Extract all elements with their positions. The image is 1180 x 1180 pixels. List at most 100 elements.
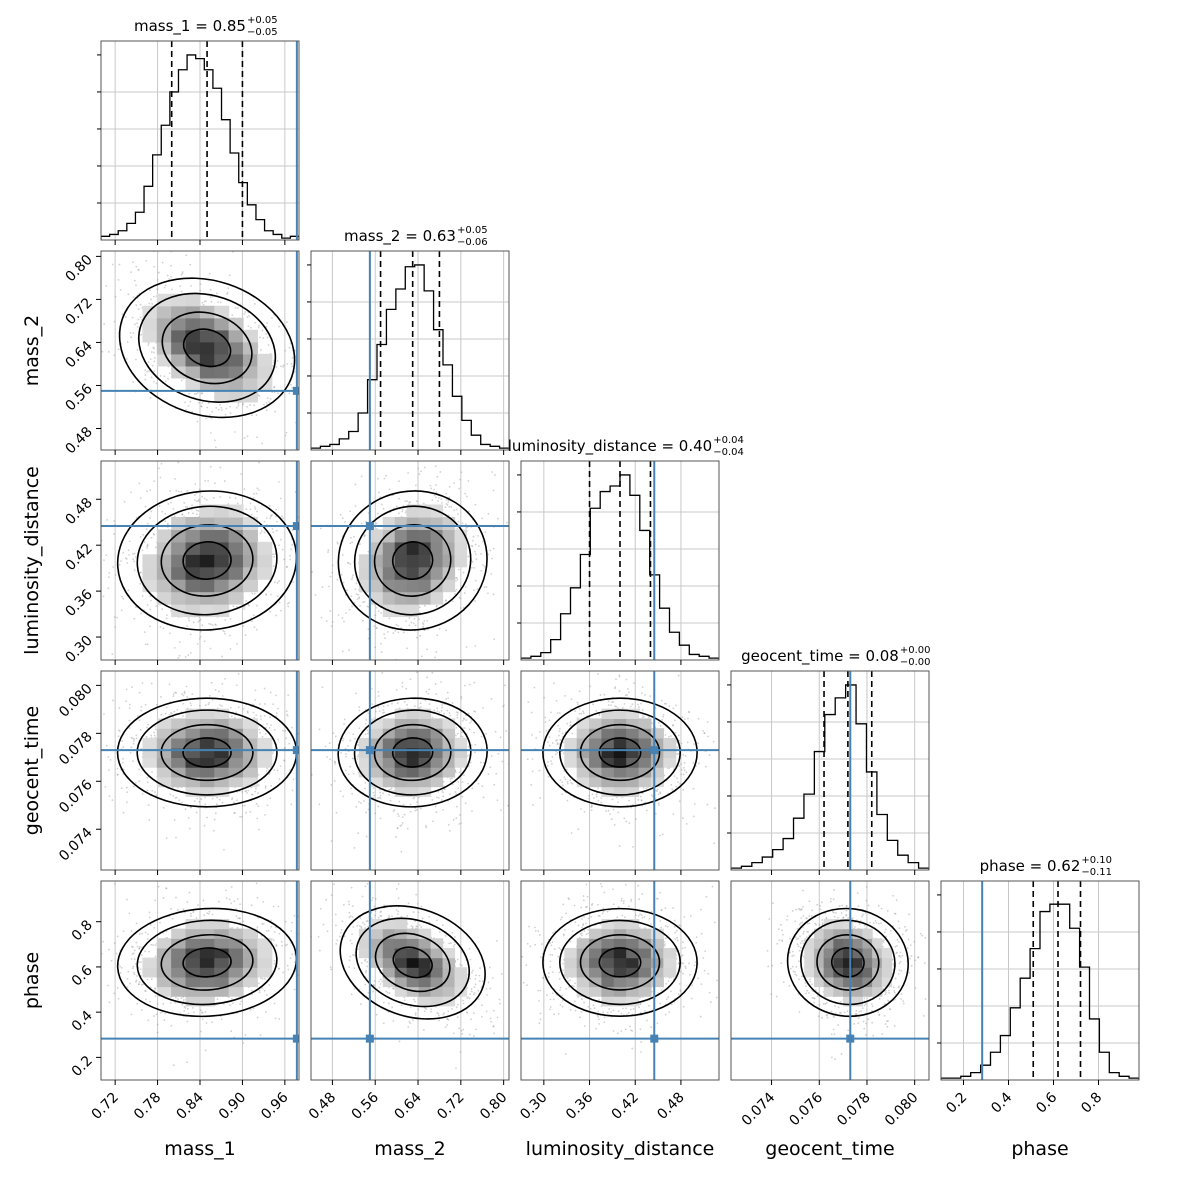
sample-point xyxy=(398,497,400,500)
truth-marker xyxy=(365,522,374,531)
density-cell xyxy=(418,718,432,729)
sample-point xyxy=(383,711,386,714)
sample-point xyxy=(465,646,468,648)
contour-line-1 xyxy=(391,541,434,580)
sample-point xyxy=(301,403,303,405)
sample-point xyxy=(349,563,352,566)
density-cell xyxy=(214,365,230,379)
density-cell xyxy=(171,341,187,355)
sample-point xyxy=(465,527,468,529)
sample-point xyxy=(135,737,138,740)
sample-point xyxy=(356,598,359,601)
sample-point xyxy=(483,565,486,568)
contour-line-2 xyxy=(161,311,253,385)
sample-point xyxy=(161,608,164,611)
sample-point xyxy=(200,405,203,408)
sample-point xyxy=(330,784,333,786)
sample-point xyxy=(490,697,493,700)
sample-point xyxy=(215,453,217,455)
density-cell xyxy=(199,353,215,367)
sample-point xyxy=(448,505,451,508)
sample-point xyxy=(264,593,267,596)
sample-point xyxy=(189,702,192,705)
sample-point xyxy=(427,692,430,695)
sample-point xyxy=(155,794,158,797)
sample-point xyxy=(128,707,131,710)
sample-point xyxy=(401,510,404,513)
sample-point xyxy=(496,799,499,802)
sample-point xyxy=(455,793,458,796)
sample-point xyxy=(415,809,418,811)
density-cell xyxy=(242,341,258,355)
density-cell xyxy=(394,747,408,758)
sample-point xyxy=(447,501,450,504)
density-cell xyxy=(430,767,444,778)
sample-point xyxy=(304,572,306,574)
density-cell xyxy=(228,529,244,543)
sample-point xyxy=(458,487,461,490)
sample-point xyxy=(395,505,398,508)
density-cell xyxy=(228,353,244,367)
density-cell xyxy=(257,554,273,568)
sample-point xyxy=(234,497,237,500)
sample-point xyxy=(233,431,236,433)
sample-point xyxy=(364,733,367,736)
density-cell xyxy=(228,747,244,758)
sample-point xyxy=(138,482,141,485)
density-cell xyxy=(156,591,172,605)
sample-point xyxy=(246,405,248,408)
sample-point xyxy=(207,402,210,404)
density-cell xyxy=(228,504,244,518)
sample-point xyxy=(138,719,141,722)
sample-point xyxy=(313,360,315,362)
density-cell xyxy=(156,341,172,355)
sample-point xyxy=(406,703,408,706)
sample-point xyxy=(129,331,132,334)
sample-point xyxy=(357,743,360,746)
sample-point xyxy=(232,605,235,608)
sample-point xyxy=(172,795,175,797)
sample-point xyxy=(165,837,168,840)
sample-point xyxy=(153,351,155,354)
sample-point xyxy=(414,624,417,627)
sample-point xyxy=(441,501,443,504)
sample-point xyxy=(435,491,438,494)
sample-point xyxy=(309,741,311,743)
sample-point xyxy=(353,535,355,538)
sample-point xyxy=(448,496,451,499)
sample-point xyxy=(182,694,185,697)
sample-point xyxy=(125,688,128,691)
sample-point xyxy=(389,788,392,791)
contour-line-4 xyxy=(118,277,296,419)
sample-point xyxy=(96,784,98,786)
sample-point xyxy=(221,655,223,658)
sample-point xyxy=(260,530,263,532)
sample-point xyxy=(436,710,439,713)
density-cell xyxy=(418,767,432,778)
density-cell xyxy=(370,728,384,739)
sample-point xyxy=(267,344,270,346)
sample-point xyxy=(449,780,452,783)
sample-point xyxy=(150,682,153,685)
sample-point xyxy=(273,581,276,584)
sample-point xyxy=(170,501,172,504)
sample-point xyxy=(208,272,211,275)
sample-point xyxy=(130,336,133,339)
sample-point xyxy=(458,823,461,825)
sample-point xyxy=(434,656,436,659)
sample-point xyxy=(301,547,303,549)
sample-point xyxy=(360,522,363,525)
sample-point xyxy=(223,848,225,851)
sample-point xyxy=(270,784,273,787)
sample-point xyxy=(204,479,206,482)
sample-point xyxy=(257,773,260,776)
sample-point xyxy=(237,706,240,709)
sample-point xyxy=(235,711,238,714)
sample-point xyxy=(151,364,154,367)
sample-point xyxy=(197,510,200,512)
sample-point xyxy=(437,500,439,502)
sample-point xyxy=(305,552,307,554)
sample-point xyxy=(145,259,148,262)
contour-line-1 xyxy=(182,328,232,368)
sample-point xyxy=(379,797,382,800)
